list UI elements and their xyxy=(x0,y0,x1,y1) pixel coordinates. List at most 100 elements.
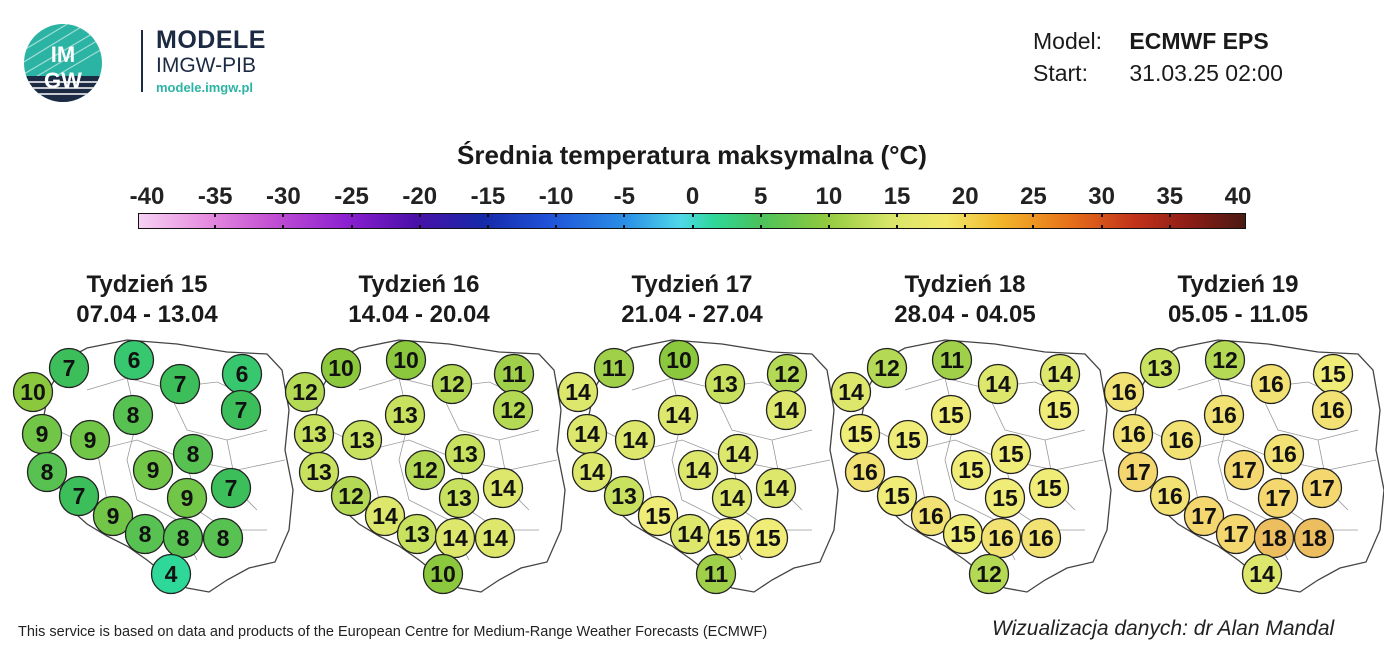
temperature-marker-circle xyxy=(990,433,1032,475)
voivodeship-border xyxy=(984,387,1086,441)
temperature-value: 14 xyxy=(719,485,745,511)
temperature-marker-circle xyxy=(571,451,613,493)
week-name: Tydzień 16 xyxy=(358,271,480,298)
temperature-marker-circle xyxy=(1028,467,1070,509)
temperature-value: 11 xyxy=(940,347,965,373)
temperature-value: 10 xyxy=(393,347,419,373)
temperature-value: 14 xyxy=(685,457,711,483)
temperature-marker: 16 xyxy=(1149,475,1191,517)
temperature-marker-circle xyxy=(113,339,155,381)
temperature-marker: 11 xyxy=(493,353,535,395)
temperature-marker-circle xyxy=(557,371,599,413)
temperature-value: 13 xyxy=(349,427,375,453)
temperature-marker: 8 xyxy=(162,517,204,559)
temperature-value: 16 xyxy=(918,503,944,529)
week-dates: 05.05 - 11.05 xyxy=(1167,301,1309,328)
temperature-value: 17 xyxy=(1125,459,1151,485)
temperature-marker: 16 xyxy=(980,517,1022,559)
scale-tick-mark xyxy=(555,213,558,217)
logo-divider xyxy=(141,30,143,92)
voivodeship-border xyxy=(711,387,813,441)
temperature-value: 12 xyxy=(292,379,318,405)
temperature-marker-circle xyxy=(92,495,134,537)
start-label: Start: xyxy=(1033,60,1088,86)
temperature-marker: 10 xyxy=(422,553,464,595)
scale-tick-mark xyxy=(1032,213,1035,217)
scale-tick-label: -35 xyxy=(197,183,233,210)
scale-tick-label: -30 xyxy=(266,183,301,210)
temperature-value: 13 xyxy=(301,421,327,447)
temperature-value: 16 xyxy=(1120,421,1146,447)
temperature-marker: 16 xyxy=(1311,389,1353,431)
temperature-marker: 13 xyxy=(1139,347,1181,389)
temperature-marker-circle xyxy=(747,517,789,559)
temperature-marker: 14 xyxy=(657,394,699,436)
temperature-marker-circle xyxy=(876,475,918,517)
scale-tick-mark xyxy=(623,225,626,229)
temperature-marker-circle xyxy=(112,394,154,436)
temperature-value: 14 xyxy=(985,371,1011,397)
temperature-marker: 13 xyxy=(444,433,486,475)
temperature-value: 14 xyxy=(574,421,600,447)
scale-tick-label: 30 xyxy=(1088,183,1115,210)
temperature-marker: 15 xyxy=(747,517,789,559)
temperature-marker-circle xyxy=(202,517,244,559)
temperature-value: 14 xyxy=(490,475,516,501)
temperature-marker-circle xyxy=(637,495,679,537)
temperature-marker: 17 xyxy=(1215,513,1257,555)
temperature-marker: 17 xyxy=(1117,451,1159,493)
temperature-marker: 11 xyxy=(931,339,973,381)
temperature-marker: 14 xyxy=(614,419,656,461)
scale-tick-mark xyxy=(827,225,830,229)
temperature-marker-circle xyxy=(320,347,362,389)
temperature-marker-circle xyxy=(150,553,192,595)
temperature-marker: 15 xyxy=(942,513,984,555)
temperature-marker: 14 xyxy=(1241,553,1283,595)
scale-tick-labels: -40 -35 -30 -25 -20 -15 -10 -5 0 5 10 15 20 25 30 35 40 xyxy=(0,183,1384,211)
temperature-marker: 17 xyxy=(1301,467,1343,509)
temperature-marker-circle xyxy=(1293,517,1335,559)
scale-tick-label: -25 xyxy=(334,183,369,210)
temperature-marker: 11 xyxy=(695,553,737,595)
temperature-marker-circle xyxy=(980,517,1022,559)
temperature-value: 15 xyxy=(755,525,781,551)
temperature-value: 14 xyxy=(1249,561,1275,587)
temperature-value: 15 xyxy=(895,427,921,453)
temperature-marker-circle xyxy=(1020,517,1062,559)
temperature-value: 8 xyxy=(187,441,200,467)
temperature-marker: 12 xyxy=(766,353,808,395)
scale-tick-mark xyxy=(486,225,489,229)
temperature-value: 13 xyxy=(611,483,637,509)
temperature-marker: 15 xyxy=(887,419,929,461)
model-info: Model: ECMWF EPS Start: 31.03.25 02:00 xyxy=(1033,28,1283,92)
scale-tick-mark xyxy=(827,213,830,217)
temperature-value: 10 xyxy=(430,561,456,587)
temperature-marker-circle xyxy=(1311,389,1353,431)
temperature-marker: 10 xyxy=(385,339,427,381)
scale-tick-mark xyxy=(1032,225,1035,229)
temperature-marker: 14 xyxy=(765,389,807,431)
temperature-marker: 13 xyxy=(704,363,746,405)
temperature-marker-circle xyxy=(444,433,486,475)
temperature-marker-circle xyxy=(1038,389,1080,431)
voivodeship-border xyxy=(1257,387,1359,441)
temperature-marker-circle xyxy=(330,475,372,517)
temperature-marker: 9 xyxy=(69,419,111,461)
scale-tick-mark xyxy=(964,213,967,217)
temperature-value: 15 xyxy=(1036,475,1062,501)
temperature-marker: 12 xyxy=(1204,339,1246,381)
scale-tick-mark xyxy=(691,213,694,217)
temperature-value: 9 xyxy=(84,427,97,453)
temperature-marker: 8 xyxy=(124,513,166,555)
temperature-value: 15 xyxy=(958,457,984,483)
temperature-value: 8 xyxy=(127,402,140,428)
logo-url: modele.imgw.pl xyxy=(156,80,254,95)
temperature-marker-circle xyxy=(593,347,635,389)
temperature-marker-circle xyxy=(711,477,753,519)
temperature-marker-circle xyxy=(48,347,90,389)
temperature-marker-circle xyxy=(26,451,68,493)
temperature-marker-circle xyxy=(968,553,1010,595)
